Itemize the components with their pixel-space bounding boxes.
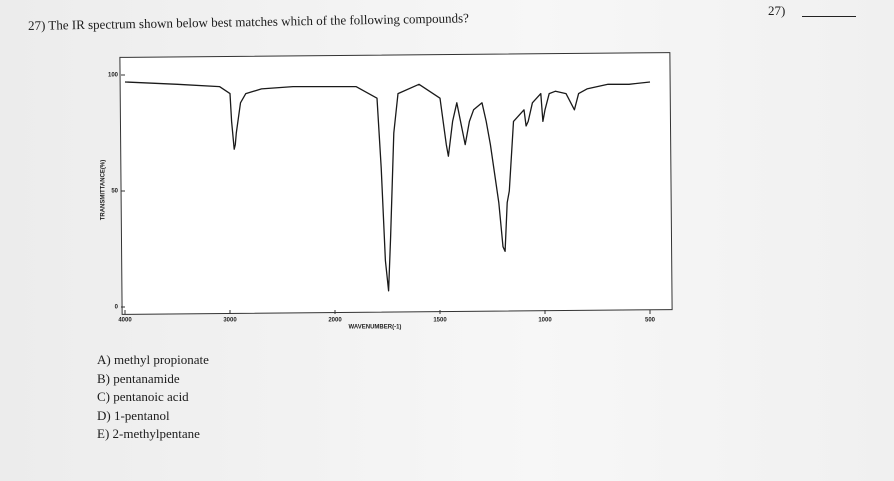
answer-choice: B) pentanamide — [97, 370, 180, 386]
plot-frame — [119, 52, 673, 315]
y-tick-label: 100 — [108, 73, 119, 79]
x-tick-label: 1000 — [538, 318, 552, 324]
x-axis-label: WAVENUMBER(-1) — [349, 325, 402, 331]
answer-choice: E) 2-methylpentane — [97, 426, 200, 441]
corner-number: 27) — [768, 3, 786, 18]
x-tick-label: 2000 — [328, 318, 342, 324]
answer-choice: C) pentanoic acid — [97, 389, 189, 404]
x-tick-label: 3000 — [223, 318, 237, 324]
y-tick-label: 50 — [111, 189, 118, 195]
spectrum-line — [124, 81, 651, 292]
answer-choice: D) 1-pentanol — [97, 407, 170, 423]
x-tick-label: 500 — [645, 318, 656, 324]
answer-blank — [802, 16, 856, 17]
spectrum-chart: 0 50 100 4000 3000 2000 1500 1000 500 WAVENUMBER(… — [101, 52, 673, 331]
y-tick-label: 0 — [115, 305, 119, 311]
answer-choice: A) methyl propionate — [97, 352, 209, 367]
x-tick-label: 4000 — [118, 318, 132, 324]
x-tick-label: 1500 — [433, 318, 447, 324]
y-axis-label: TRANSMITTANCE(%) — [101, 160, 107, 221]
